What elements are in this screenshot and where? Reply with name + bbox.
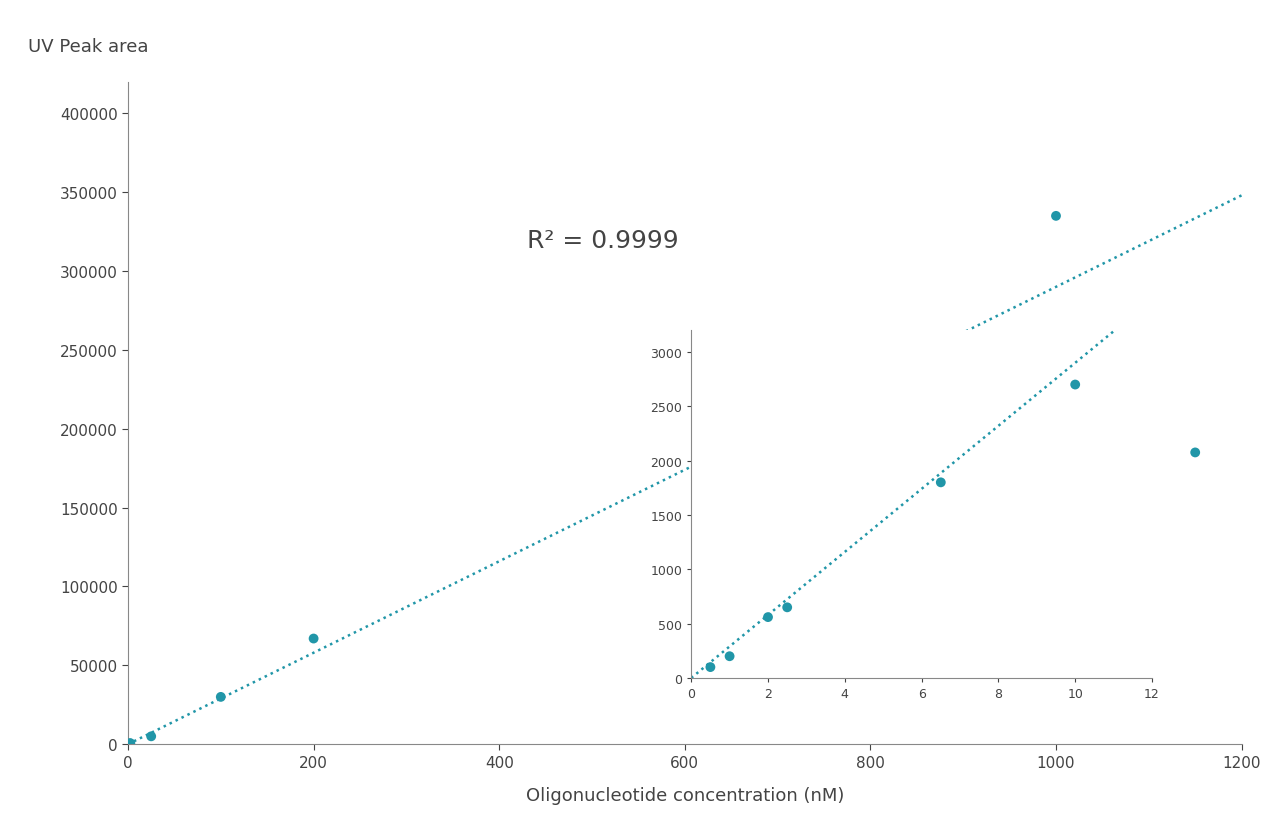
Text: UV Peak area: UV Peak area <box>28 38 148 56</box>
Point <box>120 737 141 750</box>
Point <box>860 438 881 452</box>
Point <box>141 729 161 743</box>
Point <box>1046 210 1066 223</box>
Point <box>1065 379 1085 392</box>
Point <box>303 632 324 645</box>
Text: R² = 0.9999: R² = 0.9999 <box>527 228 678 252</box>
Point <box>1185 447 1206 460</box>
Point <box>719 650 740 663</box>
Point <box>119 737 140 750</box>
Point <box>210 691 232 704</box>
Point <box>814 447 835 460</box>
Point <box>700 661 721 674</box>
Point <box>118 738 138 751</box>
Point <box>119 738 140 751</box>
Point <box>777 601 797 614</box>
X-axis label: Oligonucleotide concentration (nM): Oligonucleotide concentration (nM) <box>526 786 844 805</box>
Point <box>758 610 778 624</box>
Point <box>931 476 951 490</box>
